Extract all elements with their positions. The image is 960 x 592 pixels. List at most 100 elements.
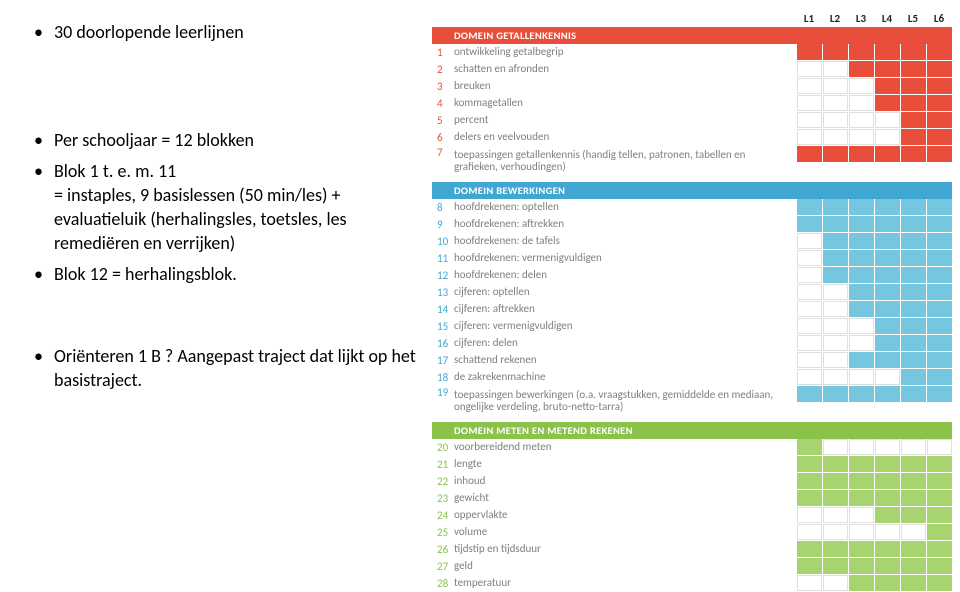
row-grid xyxy=(797,61,952,78)
grid-cell xyxy=(927,78,952,94)
row-label: tijdstip en tijdsduur xyxy=(454,541,797,558)
row-number: 24 xyxy=(432,507,454,524)
left-text-panel: • 30 doorlopende leerlijnen • Per school… xyxy=(30,20,420,429)
grid-cell xyxy=(797,284,822,300)
row-label: cijferen: delen xyxy=(454,335,797,352)
row-number: 13 xyxy=(432,284,454,301)
grid-cell xyxy=(901,369,926,385)
row-label: geld xyxy=(454,558,797,575)
row-label: hoofdrekenen: de tafels xyxy=(454,233,797,250)
grid-cell xyxy=(849,507,874,523)
grid-cell xyxy=(875,575,900,591)
grid-cell xyxy=(927,575,952,591)
row-grid xyxy=(797,575,952,592)
row-label: kommagetallen xyxy=(454,95,797,112)
grid-cell xyxy=(901,473,926,489)
row-label: schattend rekenen xyxy=(454,352,797,369)
row-grid xyxy=(797,318,952,335)
grid-cell xyxy=(927,199,952,215)
grid-cell xyxy=(797,352,822,368)
row-number: 23 xyxy=(432,490,454,507)
row-label: temperatuur xyxy=(454,575,797,592)
matrix-row: 14cijferen: aftrekken xyxy=(432,301,952,318)
grid-cell xyxy=(797,439,822,455)
grid-cell xyxy=(901,524,926,540)
bullet-mark: • xyxy=(30,344,54,393)
row-grid xyxy=(797,250,952,267)
grid-cell xyxy=(927,61,952,77)
grid-cell xyxy=(849,44,874,60)
domain-header: DOMEIN METEN EN METEND REKENEN xyxy=(432,422,952,439)
row-number: 5 xyxy=(432,112,454,129)
grid-cell xyxy=(797,456,822,472)
grid-cell xyxy=(797,335,822,351)
grid-cell xyxy=(849,95,874,111)
row-number: 3 xyxy=(432,78,454,95)
grid-cell xyxy=(849,524,874,540)
bullet-1: • 30 doorlopende leerlijnen xyxy=(30,20,420,44)
row-grid xyxy=(797,335,952,352)
row-grid xyxy=(797,507,952,524)
row-grid xyxy=(797,78,952,95)
grid-cell xyxy=(927,129,952,145)
matrix-row: 2schatten en afronden xyxy=(432,61,952,78)
grid-cell xyxy=(797,216,822,232)
matrix-row: 3breuken xyxy=(432,78,952,95)
grid-cell xyxy=(849,146,874,162)
row-number: 1 xyxy=(432,44,454,61)
grid-cell xyxy=(875,318,900,334)
grid-cell xyxy=(875,301,900,317)
matrix-row: 27geld xyxy=(432,558,952,575)
grid-cell xyxy=(849,216,874,232)
grid-cell xyxy=(849,250,874,266)
row-label: delers en veelvouden xyxy=(454,129,797,146)
row-number: 12 xyxy=(432,267,454,284)
grid-cell xyxy=(875,507,900,523)
row-grid xyxy=(797,541,952,558)
row-label: cijferen: aftrekken xyxy=(454,301,797,318)
grid-cell xyxy=(927,95,952,111)
row-grid xyxy=(797,284,952,301)
grid-cell xyxy=(849,112,874,128)
matrix-row: 17schattend rekenen xyxy=(432,352,952,369)
grid-cell xyxy=(875,61,900,77)
grid-cell xyxy=(849,575,874,591)
grid-cell xyxy=(875,284,900,300)
grid-cell xyxy=(823,61,848,77)
matrix-row: 28temperatuur xyxy=(432,575,952,592)
grid-cell xyxy=(875,112,900,128)
grid-cell xyxy=(901,335,926,351)
curriculum-matrix: L1L2L3L4L5L6 DOMEIN GETALLENKENNIS1ontwi… xyxy=(432,12,952,592)
grid-cell xyxy=(901,456,926,472)
row-number: 14 xyxy=(432,301,454,318)
grid-cell xyxy=(927,267,952,283)
row-number: 11 xyxy=(432,250,454,267)
grid-cell xyxy=(823,335,848,351)
grid-cell xyxy=(927,507,952,523)
grid-cell xyxy=(823,524,848,540)
grid-cell xyxy=(849,335,874,351)
matrix-row: 9hoofdrekenen: aftrekken xyxy=(432,216,952,233)
row-number: 16 xyxy=(432,335,454,352)
grid-cell xyxy=(797,95,822,111)
bullet-mark: • xyxy=(30,128,54,152)
row-grid xyxy=(797,267,952,284)
row-label: gewicht xyxy=(454,490,797,507)
grid-cell xyxy=(927,386,952,402)
grid-cell xyxy=(823,267,848,283)
grid-cell xyxy=(797,386,822,402)
bullet-4: • Blok 12 = herhalingsblok. xyxy=(30,262,420,286)
row-label: volume xyxy=(454,524,797,541)
bullet-text: Oriënteren 1 B ? Aangepast traject dat l… xyxy=(54,344,420,393)
grid-cell xyxy=(901,61,926,77)
grid-cell xyxy=(875,95,900,111)
row-number: 7 xyxy=(432,146,454,176)
grid-cell xyxy=(901,575,926,591)
row-grid xyxy=(797,386,952,402)
row-label: schatten en afronden xyxy=(454,61,797,78)
grid-cell xyxy=(823,369,848,385)
grid-cell xyxy=(849,490,874,506)
grid-cell xyxy=(849,439,874,455)
grid-cell xyxy=(823,352,848,368)
grid-cell xyxy=(797,61,822,77)
